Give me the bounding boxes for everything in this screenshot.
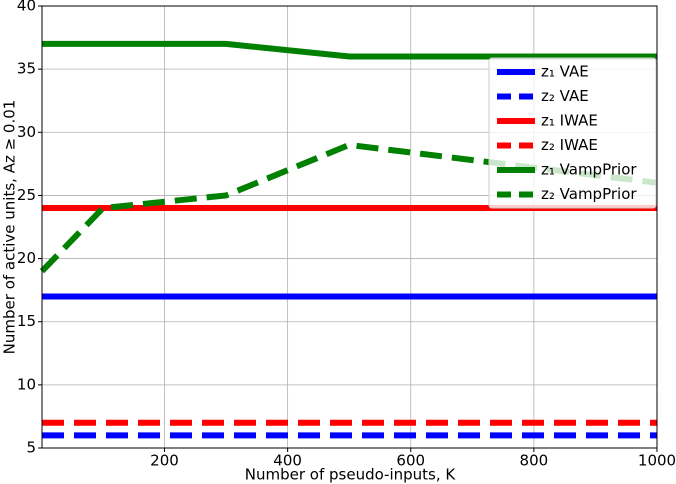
x-axis-label: Number of pseudo-inputs, K: [245, 466, 457, 484]
plot-frame: [41, 5, 658, 449]
legend: z₁ VAE z₂ VAE z₁ IWAE z₂ IWAE z₁ VampPrior z₂…: [488, 57, 657, 209]
y-tick-label: 35: [17, 60, 36, 78]
x-tick-label: 600: [396, 452, 425, 470]
legend-label: z₁ VAE: [541, 63, 589, 81]
x-tick-label: 800: [520, 452, 549, 470]
legend-label: z₂ VAE: [541, 87, 589, 105]
y-axis-label: Number of active units, Az ≥ 0.01: [1, 100, 19, 355]
y-tick-label: 15: [17, 312, 36, 330]
y-tick-label: 10: [17, 375, 36, 393]
y-tick-label: 40: [17, 0, 36, 15]
legend-label: z₂ IWAE: [541, 136, 598, 154]
legend-label: z₁ VampPrior: [541, 161, 637, 179]
legend-label: z₂ VampPrior: [541, 185, 637, 203]
x-tick-label: 400: [273, 452, 302, 470]
y-tick-label: 25: [17, 186, 36, 204]
y-tick-label: 30: [17, 123, 36, 141]
y-tick-label: 20: [17, 249, 36, 267]
x-tick-label: 200: [150, 452, 179, 470]
y-tick-label: 5: [26, 439, 36, 457]
x-tick-label: 1000: [638, 452, 676, 470]
legend-label: z₁ IWAE: [541, 112, 598, 130]
line-series: [39, 141, 658, 274]
line-series: [42, 40, 657, 60]
